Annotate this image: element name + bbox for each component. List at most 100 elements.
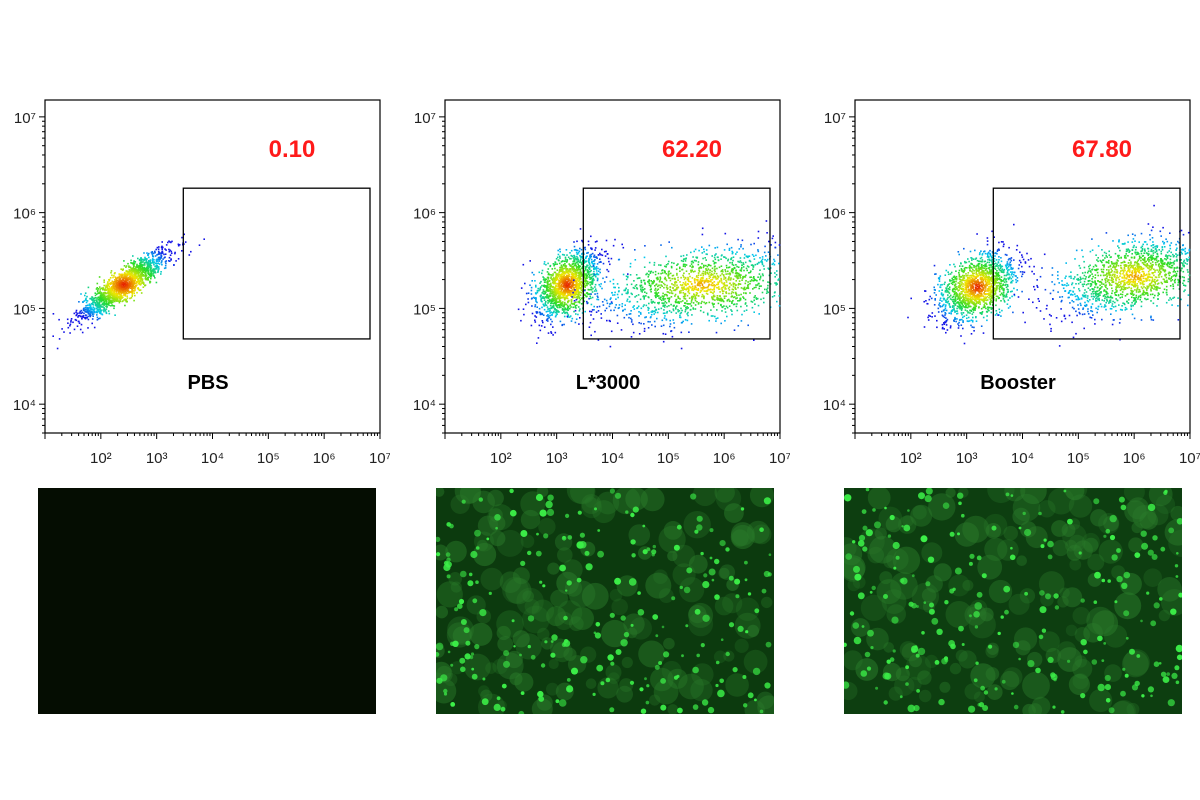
event-dot bbox=[754, 279, 757, 281]
event-dot bbox=[670, 311, 673, 314]
plot-frame bbox=[44, 99, 381, 434]
event-dot bbox=[643, 298, 645, 300]
event-dot bbox=[749, 260, 752, 263]
event-dot bbox=[114, 286, 116, 288]
event-dot bbox=[729, 300, 731, 302]
event-dot bbox=[722, 292, 724, 295]
event-dot bbox=[654, 292, 656, 294]
event-dot bbox=[737, 275, 740, 277]
event-dot bbox=[593, 266, 595, 268]
event-dot bbox=[671, 277, 673, 280]
event-dot bbox=[83, 300, 86, 302]
event-dot bbox=[765, 255, 767, 257]
event-dot bbox=[744, 282, 747, 285]
event-dot bbox=[711, 297, 713, 299]
event-dot bbox=[752, 268, 754, 270]
event-dot bbox=[102, 309, 105, 311]
event-dot bbox=[722, 286, 724, 289]
event-dot bbox=[547, 289, 549, 291]
event-dot bbox=[564, 287, 566, 290]
event-dot bbox=[586, 270, 589, 272]
event-dot bbox=[554, 308, 556, 311]
event-dot bbox=[558, 299, 561, 301]
event-dot bbox=[535, 300, 537, 303]
event-dot bbox=[112, 298, 115, 300]
event-dot bbox=[592, 318, 595, 320]
event-dot bbox=[715, 278, 717, 280]
event-dot bbox=[138, 277, 140, 280]
event-dot bbox=[713, 303, 715, 305]
event-dot bbox=[143, 258, 146, 261]
event-dot bbox=[162, 246, 164, 249]
event-dot bbox=[716, 317, 719, 319]
event-dot bbox=[110, 282, 112, 284]
event-dot bbox=[716, 267, 718, 270]
event-dot bbox=[676, 287, 678, 290]
event-dot bbox=[555, 304, 557, 306]
event-dot bbox=[566, 260, 568, 262]
event-dot bbox=[593, 270, 595, 273]
event-dot bbox=[685, 284, 688, 287]
event-dot bbox=[149, 264, 151, 267]
event-dot bbox=[567, 314, 570, 316]
event-dot bbox=[566, 287, 569, 290]
event-dot bbox=[605, 239, 608, 242]
event-dot bbox=[101, 295, 103, 297]
event-dot bbox=[722, 300, 725, 303]
event-dot bbox=[113, 300, 116, 303]
event-dot bbox=[687, 314, 689, 317]
event-dot bbox=[579, 228, 582, 230]
event-dot bbox=[684, 305, 686, 307]
event-dot bbox=[691, 287, 694, 290]
event-dot bbox=[763, 301, 765, 304]
event-dot bbox=[703, 290, 706, 292]
event-dot bbox=[601, 248, 603, 251]
event-dot bbox=[658, 264, 660, 266]
event-dot bbox=[140, 257, 142, 259]
event-dot bbox=[591, 279, 594, 282]
event-dot bbox=[685, 288, 687, 291]
event-dot bbox=[590, 255, 593, 258]
event-dot bbox=[160, 246, 163, 248]
event-dot bbox=[150, 270, 152, 272]
event-dot bbox=[160, 271, 162, 273]
event-dot bbox=[138, 289, 141, 292]
event-dot bbox=[583, 261, 586, 263]
event-dot bbox=[535, 297, 537, 299]
event-dot bbox=[560, 277, 563, 279]
event-dot bbox=[595, 275, 597, 278]
event-dot bbox=[82, 308, 85, 311]
event-dot bbox=[699, 285, 701, 287]
event-dot bbox=[700, 302, 702, 305]
event-dot bbox=[571, 255, 573, 257]
event-dot bbox=[575, 287, 578, 289]
event-dot bbox=[641, 286, 644, 289]
event-dot bbox=[699, 278, 702, 281]
event-dot bbox=[138, 270, 140, 272]
event-dot bbox=[961, 279, 963, 282]
event-dot bbox=[96, 316, 99, 319]
event-dot bbox=[756, 262, 759, 265]
event-dot bbox=[550, 318, 552, 321]
event-dot bbox=[1002, 241, 1004, 243]
event-dot bbox=[645, 316, 647, 318]
event-dot bbox=[90, 307, 93, 309]
event-dot bbox=[547, 290, 549, 292]
event-dot bbox=[141, 282, 144, 284]
event-dot bbox=[658, 301, 660, 304]
event-dot bbox=[719, 299, 721, 302]
event-dot bbox=[588, 257, 590, 260]
event-dot bbox=[133, 279, 135, 282]
event-dot bbox=[722, 285, 725, 288]
event-dot bbox=[547, 281, 549, 283]
event-dot bbox=[745, 292, 747, 294]
event-dot bbox=[642, 305, 645, 308]
event-dot bbox=[572, 306, 574, 309]
event-dot bbox=[1016, 289, 1018, 291]
event-dot bbox=[573, 270, 576, 273]
event-dot bbox=[578, 279, 581, 281]
event-dot bbox=[591, 296, 594, 299]
event-dot bbox=[664, 265, 666, 268]
event-dot bbox=[124, 304, 126, 307]
event-dot bbox=[122, 300, 124, 302]
